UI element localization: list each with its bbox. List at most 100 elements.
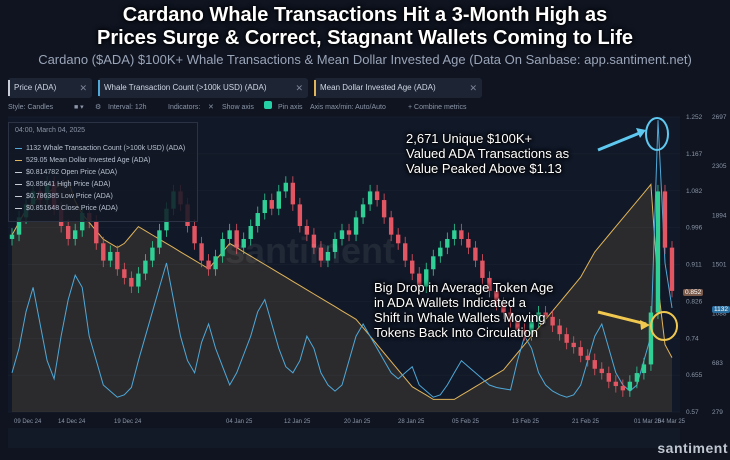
x-axis-tick: 05 Feb 25 xyxy=(452,419,480,425)
price-axis-tick: 0.911 xyxy=(686,262,702,269)
price-candle xyxy=(641,364,647,374)
mdia-line xyxy=(11,179,673,400)
color-swatch[interactable]: ■ ▾ xyxy=(74,104,84,111)
center-watermark: santiment xyxy=(225,230,396,271)
arrow-head-age xyxy=(640,320,650,330)
price-candle xyxy=(501,303,506,313)
price-axis-tick: 0.996 xyxy=(686,225,703,232)
price-candle xyxy=(550,316,555,326)
price-candle xyxy=(557,325,562,335)
price-candle xyxy=(494,290,499,304)
price-candle xyxy=(466,238,471,248)
price-candle xyxy=(297,204,303,227)
info-row-open: $0.814782 Open Price (ADA) xyxy=(15,169,117,176)
price-candle xyxy=(669,247,675,291)
axis-minmax-select[interactable]: Axis max/min: Auto/Auto xyxy=(310,104,386,111)
price-badge: 0.852 xyxy=(683,289,704,296)
price-candle xyxy=(150,247,155,261)
style-select[interactable]: Style: Candles xyxy=(8,104,54,111)
price-candle xyxy=(108,251,113,261)
price-candle xyxy=(16,217,22,235)
price-axis-tick: 0.655 xyxy=(686,372,703,379)
close-icon[interactable]: ✕ xyxy=(469,83,477,93)
whale-axis-tick: 279 xyxy=(712,409,723,416)
price-candle xyxy=(662,191,668,248)
whale-axis-tick: 2697 xyxy=(712,114,727,121)
price-candle xyxy=(381,200,387,218)
price-candle xyxy=(508,312,513,322)
navigator-band xyxy=(8,428,680,448)
show-axis-toggle[interactable]: Show axis xyxy=(222,104,254,111)
x-axis-tick: 28 Jan 25 xyxy=(398,419,425,425)
arrow-head-whale xyxy=(636,128,646,138)
price-candle xyxy=(367,191,373,205)
price-candle xyxy=(206,260,211,270)
indicators-select[interactable]: Indicators: xyxy=(168,104,201,111)
price-candle xyxy=(634,373,640,382)
interval-select[interactable]: Interval: 12h xyxy=(108,104,147,111)
price-candle xyxy=(648,312,654,365)
pin-axis-toggle[interactable]: Pin axis xyxy=(278,104,303,111)
tab-price[interactable]: Price (ADA) ✕ xyxy=(8,78,92,98)
price-candle xyxy=(592,360,597,369)
price-candle xyxy=(311,234,317,248)
whale-annotation-line: Value Peaked Above $1.13 xyxy=(406,161,562,176)
x-axis-tick: 04 Jan 25 xyxy=(226,419,253,425)
settings-icon[interactable]: ⚙ xyxy=(95,104,102,111)
price-candle xyxy=(487,277,492,291)
price-candle xyxy=(332,238,338,252)
indicators-icon[interactable]: ✕ xyxy=(208,104,214,111)
price-candle xyxy=(473,247,478,261)
whale-annotation-line: 2,671 Unique $100K+ xyxy=(406,131,533,146)
close-icon[interactable]: ✕ xyxy=(79,83,87,93)
price-candle xyxy=(431,256,436,270)
tab-whale-color xyxy=(98,80,100,96)
price-candle xyxy=(122,269,127,278)
price-candle xyxy=(627,381,633,391)
x-axis-tick: 21 Feb 25 xyxy=(572,419,600,425)
price-candle xyxy=(318,247,324,261)
price-candle xyxy=(227,230,232,239)
whale-axis-tick: 683 xyxy=(712,360,723,367)
price-candle xyxy=(564,334,569,343)
price-candle xyxy=(241,238,246,248)
price-axis-tick: 1.167 xyxy=(686,151,703,158)
close-icon[interactable]: ✕ xyxy=(295,83,303,93)
whale-annotation: 2,671 Unique $100K+ Valued ADA Transacti… xyxy=(406,131,569,176)
x-axis-tick: 14 Dec 24 xyxy=(58,419,86,425)
tab-mdia[interactable]: Mean Dollar Invested Age (ADA) ✕ xyxy=(314,78,482,98)
price-candle xyxy=(445,238,450,248)
age-annotation-line: Tokens Back Into Circulation xyxy=(374,325,539,340)
tab-price-label: Price (ADA) xyxy=(14,83,57,92)
tab-whale-count[interactable]: Whale Transaction Count (>100k USD) (ADA… xyxy=(98,78,308,98)
price-candle xyxy=(388,217,394,235)
price-axis-tick: 0.826 xyxy=(686,298,703,305)
price-candle xyxy=(655,191,661,313)
price-candle xyxy=(360,204,366,218)
whale-line xyxy=(11,120,673,398)
price-candle xyxy=(213,256,218,270)
price-candle xyxy=(276,191,282,209)
price-candle xyxy=(72,230,78,239)
price-candle xyxy=(290,182,296,205)
price-candle xyxy=(101,243,106,261)
age-annotation: Big Drop in Average Token Age in ADA Wal… xyxy=(374,280,553,340)
price-axis-tick: 0.74 xyxy=(686,335,699,342)
x-axis-tick: 13 Feb 25 xyxy=(512,419,540,425)
price-candle xyxy=(248,226,253,239)
whale-axis-tick: 1088 xyxy=(712,311,727,318)
price-candle xyxy=(374,191,380,201)
whale-axis-tick: 1501 xyxy=(712,262,727,269)
price-candle xyxy=(424,269,429,287)
x-axis-tick: 09 Dec 24 xyxy=(14,419,42,425)
highlight-circle-age xyxy=(650,311,678,341)
price-axis-tick: 1.252 xyxy=(686,114,703,121)
chart-subtitle: Cardano ($ADA) $100K+ Whale Transactions… xyxy=(38,52,692,67)
info-row-high: $0.85641 High Price (ADA) xyxy=(15,181,110,188)
combine-metrics-button[interactable]: + Combine metrics xyxy=(408,104,467,111)
price-candle xyxy=(339,230,345,239)
price-candle xyxy=(136,273,141,287)
price-candle xyxy=(438,247,443,257)
price-candle xyxy=(606,373,612,382)
price-candle xyxy=(353,217,359,235)
